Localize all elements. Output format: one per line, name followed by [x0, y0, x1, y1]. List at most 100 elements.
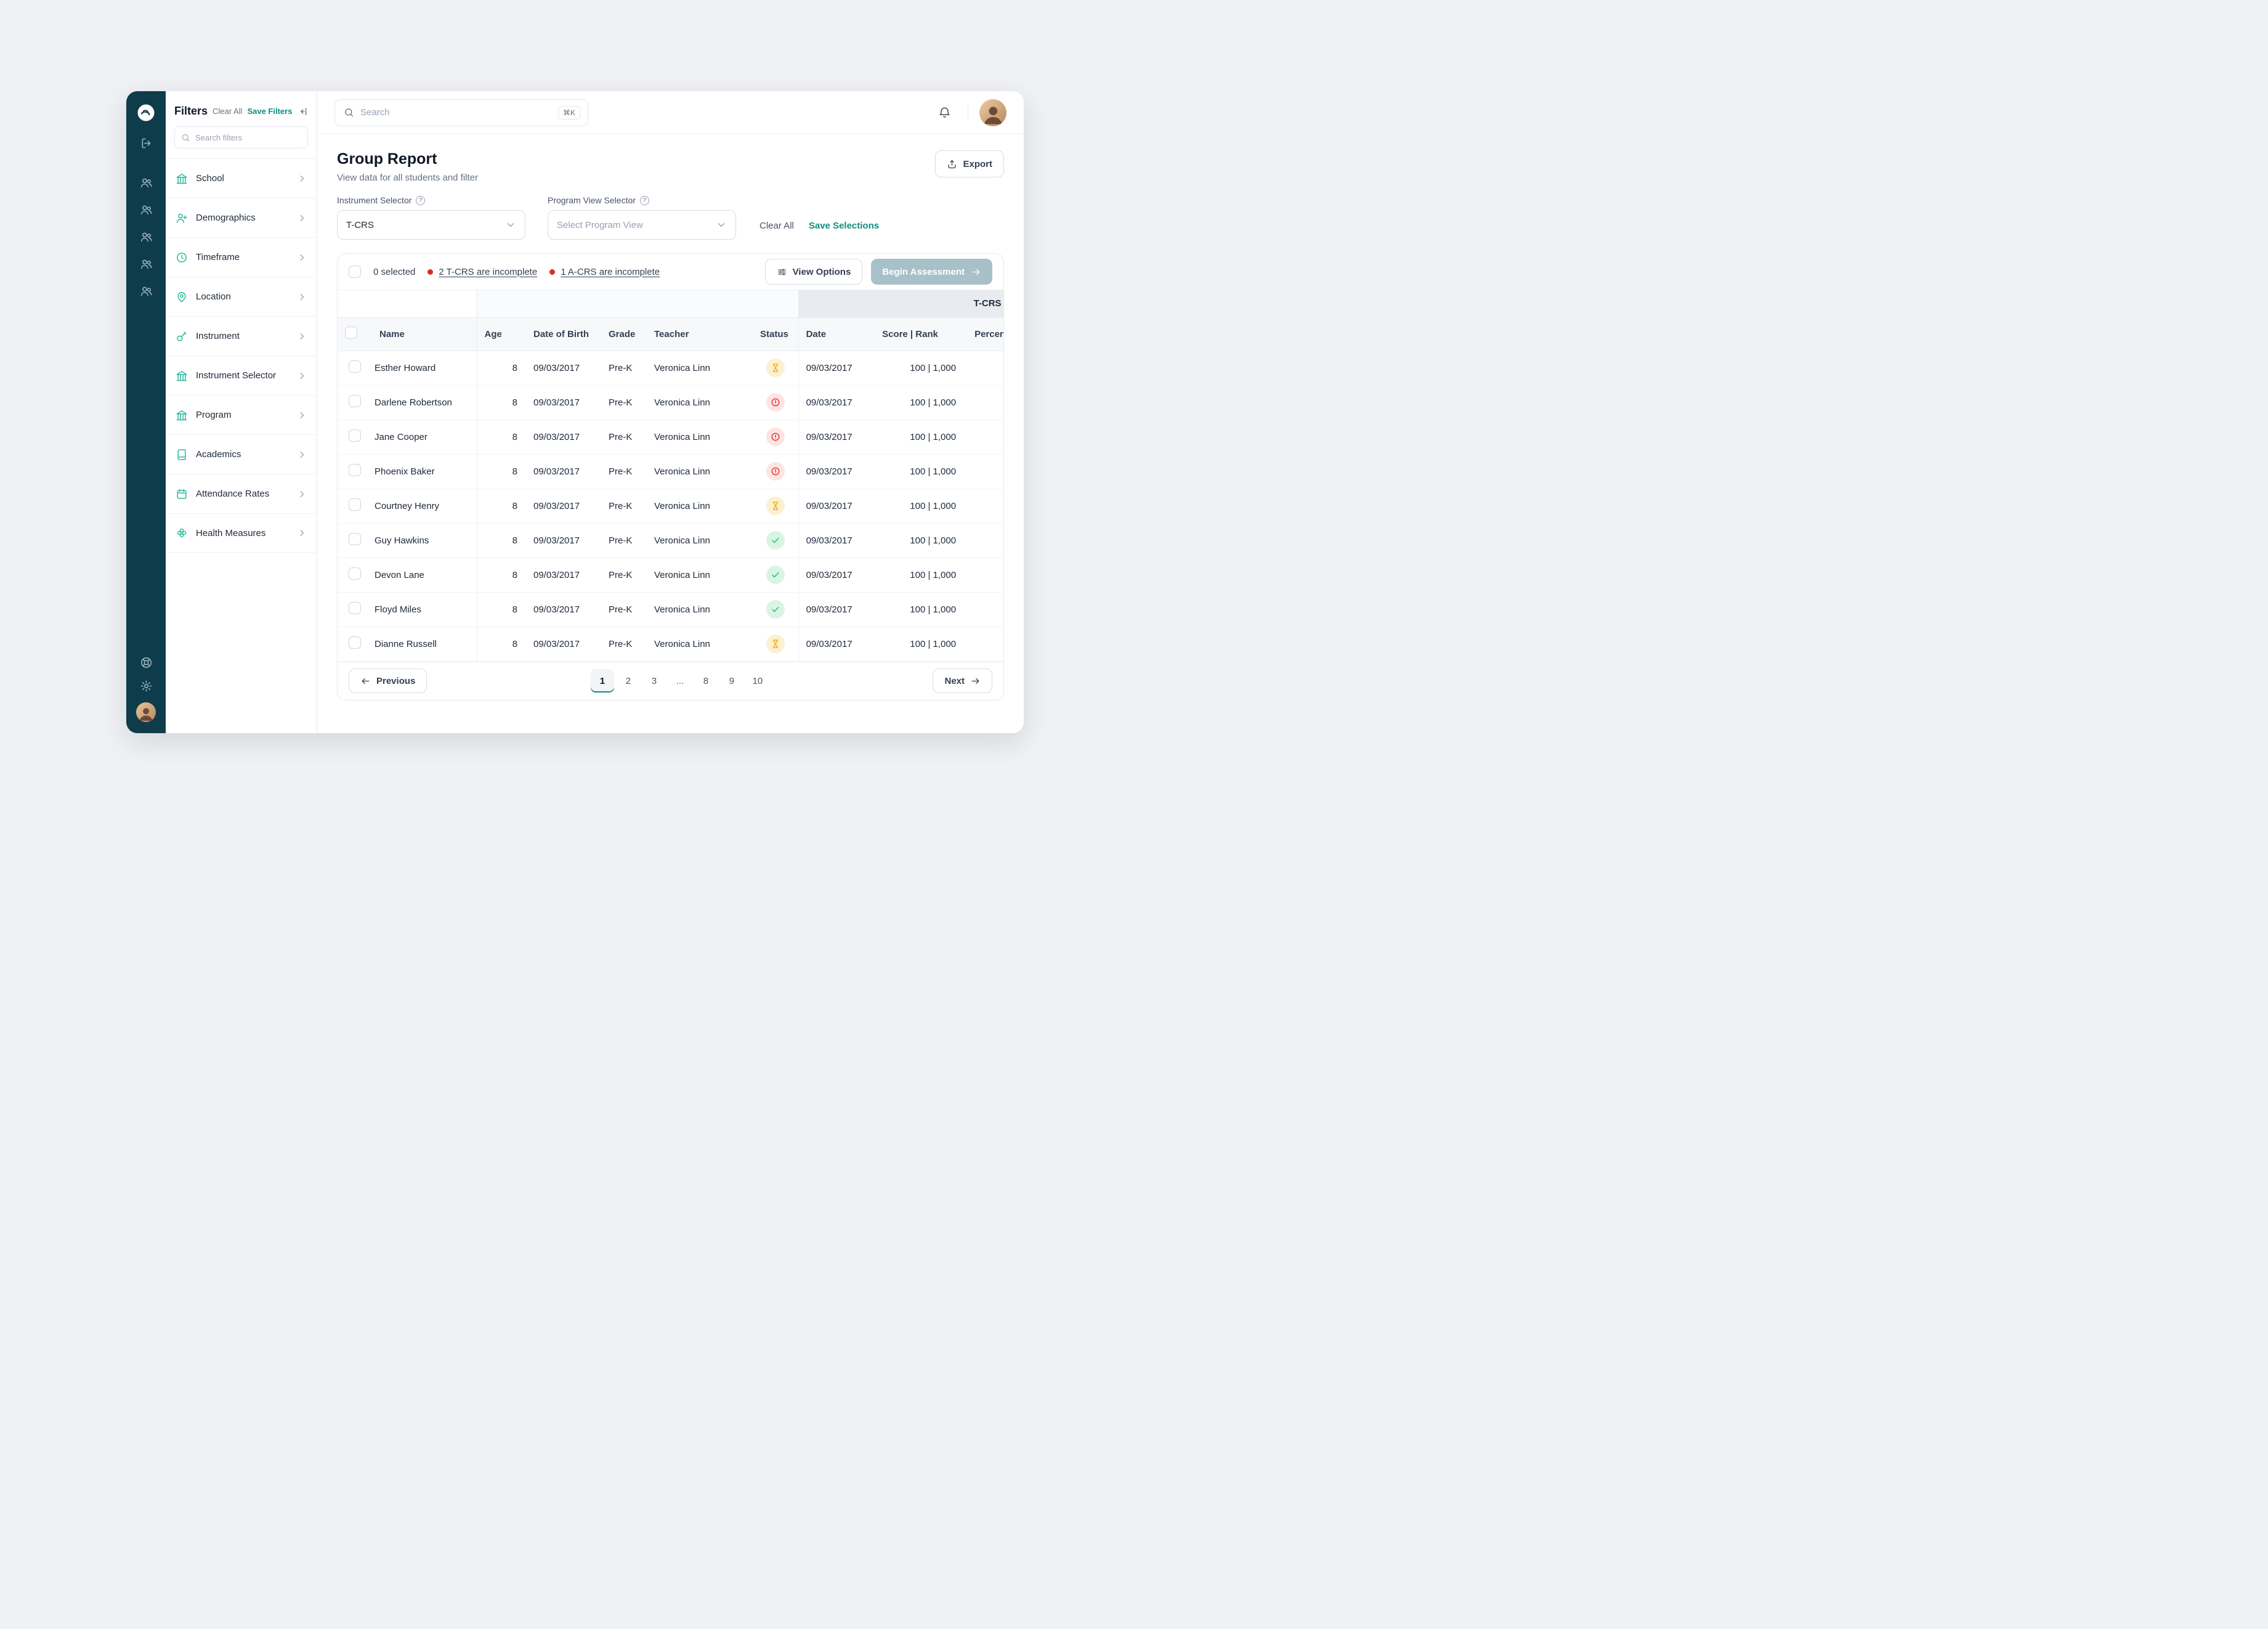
previous-page-button[interactable]: Previous	[349, 668, 427, 693]
row-checkbox[interactable]	[349, 395, 361, 407]
filter-item-location[interactable]: Location	[166, 277, 317, 316]
help-lifebuoy-icon[interactable]	[134, 651, 158, 674]
page-list: 1 2 3 ... 8 9	[427, 669, 933, 693]
global-search-input[interactable]	[360, 107, 552, 118]
user-avatar[interactable]	[979, 99, 1006, 126]
page-button[interactable]: ...	[668, 669, 692, 693]
filter-item-health-measures[interactable]: Health Measures	[166, 513, 317, 553]
filter-item-school[interactable]: School	[166, 158, 317, 198]
check-icon	[771, 535, 780, 545]
alert-circle-icon	[771, 432, 780, 442]
tcrs-group-header: T-CRS	[798, 290, 1003, 318]
row-checkbox[interactable]	[349, 636, 361, 649]
cell-percentile	[967, 385, 1003, 420]
page-button[interactable]: 9	[720, 669, 743, 693]
filter-item-instrument[interactable]: Instrument	[166, 316, 317, 355]
export-button[interactable]: Export	[935, 150, 1004, 177]
cell-date-of-birth: 09/03/2017	[526, 558, 601, 593]
bank-icon	[176, 409, 188, 421]
clear-all-filters-button[interactable]: Clear All	[213, 107, 243, 116]
arrow-left-icon	[360, 676, 371, 686]
help-icon[interactable]	[639, 195, 649, 205]
row-checkbox[interactable]	[349, 429, 361, 442]
settings-gear-icon[interactable]	[134, 674, 158, 697]
cell-status	[753, 385, 799, 420]
cell-teacher: Veronica Linn	[647, 592, 753, 627]
table-row[interactable]: Esther Howard 8 09/03/2017 Pre-K Veronic…	[338, 351, 1003, 386]
program-view-selector-placeholder: Select Program View	[557, 219, 643, 230]
table-row[interactable]: Jane Cooper 8 09/03/2017 Pre-K Veronica …	[338, 420, 1003, 455]
cell-score-rank: 100 | 1,000	[875, 489, 968, 524]
table-row[interactable]: Floyd Miles 8 09/03/2017 Pre-K Veronica …	[338, 592, 1003, 627]
page-button[interactable]: 3	[642, 669, 666, 693]
begin-assessment-button[interactable]: Begin Assessment	[871, 259, 992, 285]
group-header-spacer	[338, 290, 477, 318]
chevron-right-icon	[297, 489, 307, 499]
filter-item-instrument-selector[interactable]: Instrument Selector	[166, 355, 317, 395]
table-row[interactable]: Phoenix Baker 8 09/03/2017 Pre-K Veronic…	[338, 454, 1003, 489]
select-all-checkbox[interactable]	[345, 327, 357, 339]
clear-all-selections-button[interactable]: Clear All	[759, 221, 794, 231]
cell-status	[753, 523, 799, 558]
cell-percentile	[967, 558, 1003, 593]
program-view-selector-dropdown[interactable]: Select Program View	[548, 210, 736, 240]
table-row[interactable]: Devon Lane 8 09/03/2017 Pre-K Veronica L…	[338, 558, 1003, 593]
instrument-selector-dropdown[interactable]: T-CRS	[337, 210, 525, 240]
nav-group-icon-5[interactable]	[134, 278, 158, 303]
filter-item-attendance-rates[interactable]: Attendance Rates	[166, 474, 317, 513]
cell-date-of-birth: 09/03/2017	[526, 489, 601, 524]
selector-row: Instrument Selector T-CRS Program View S…	[337, 195, 1004, 240]
nav-group-icon-3[interactable]	[134, 224, 158, 249]
page-button[interactable]: 8	[694, 669, 718, 693]
collapse-filters-icon[interactable]	[297, 106, 308, 117]
table-row[interactable]: Dianne Russell 8 09/03/2017 Pre-K Veroni…	[338, 627, 1003, 662]
bank-icon	[176, 173, 188, 185]
row-checkbox[interactable]	[349, 464, 361, 476]
row-checkbox[interactable]	[349, 498, 361, 511]
page-button[interactable]: 2	[617, 669, 640, 693]
page-button[interactable]: 10	[746, 669, 769, 693]
cell-score-rank: 100 | 1,000	[875, 420, 968, 455]
row-checkbox[interactable]	[349, 360, 361, 373]
nav-group-icon-1[interactable]	[134, 170, 158, 195]
filter-item-demographics[interactable]: Demographics	[166, 198, 317, 237]
row-checkbox[interactable]	[349, 602, 361, 614]
cell-student-name: Floyd Miles	[372, 592, 477, 627]
chevron-down-icon	[716, 219, 727, 230]
filter-item-label: Program	[196, 410, 232, 420]
next-page-button[interactable]: Next	[933, 668, 992, 693]
cell-grade: Pre-K	[601, 351, 647, 386]
cell-percentile	[967, 420, 1003, 455]
cell-percentile	[967, 454, 1003, 489]
table-row[interactable]: Courtney Henry 8 09/03/2017 Pre-K Veroni…	[338, 489, 1003, 524]
filter-item-academics[interactable]: Academics	[166, 434, 317, 474]
nav-group-icon-4[interactable]	[134, 251, 158, 276]
logout-icon[interactable]	[134, 131, 158, 155]
table-row[interactable]: Darlene Robertson 8 09/03/2017 Pre-K Ver…	[338, 385, 1003, 420]
filters-search-input[interactable]	[195, 132, 301, 142]
view-options-button[interactable]: View Options	[764, 259, 863, 285]
sidebar-user-avatar[interactable]	[136, 702, 156, 722]
table-scroll-area[interactable]: T-CRS Name Age Date of Birth Grade Teach…	[338, 290, 1003, 662]
cell-score-rank: 100 | 1,000	[875, 558, 968, 593]
cell-age: 8	[477, 489, 526, 524]
tcrs-incomplete-link[interactable]: 2 T-CRS are incomplete	[427, 267, 537, 277]
table-row[interactable]: Guy Hawkins 8 09/03/2017 Pre-K Veronica …	[338, 523, 1003, 558]
filter-item-program[interactable]: Program	[166, 395, 317, 434]
cell-status	[753, 489, 799, 524]
toolbar-select-all-checkbox[interactable]	[349, 266, 361, 278]
cell-teacher: Veronica Linn	[647, 627, 753, 662]
save-selections-button[interactable]: Save Selections	[808, 221, 880, 231]
row-checkbox[interactable]	[349, 533, 361, 545]
cell-status	[753, 592, 799, 627]
filter-item-timeframe[interactable]: Timeframe	[166, 237, 317, 277]
acrs-incomplete-link[interactable]: 1 A-CRS are incomplete	[549, 267, 660, 277]
nav-group-icon-2[interactable]	[134, 197, 158, 222]
help-icon[interactable]	[416, 195, 426, 205]
global-search[interactable]: ⌘K	[334, 99, 588, 126]
page-button[interactable]: 1	[590, 669, 614, 693]
notifications-bell-icon[interactable]	[932, 100, 957, 125]
page-subtitle: View data for all students and filter	[337, 173, 479, 183]
row-checkbox[interactable]	[349, 567, 361, 580]
save-filters-button[interactable]: Save Filters	[247, 107, 293, 116]
